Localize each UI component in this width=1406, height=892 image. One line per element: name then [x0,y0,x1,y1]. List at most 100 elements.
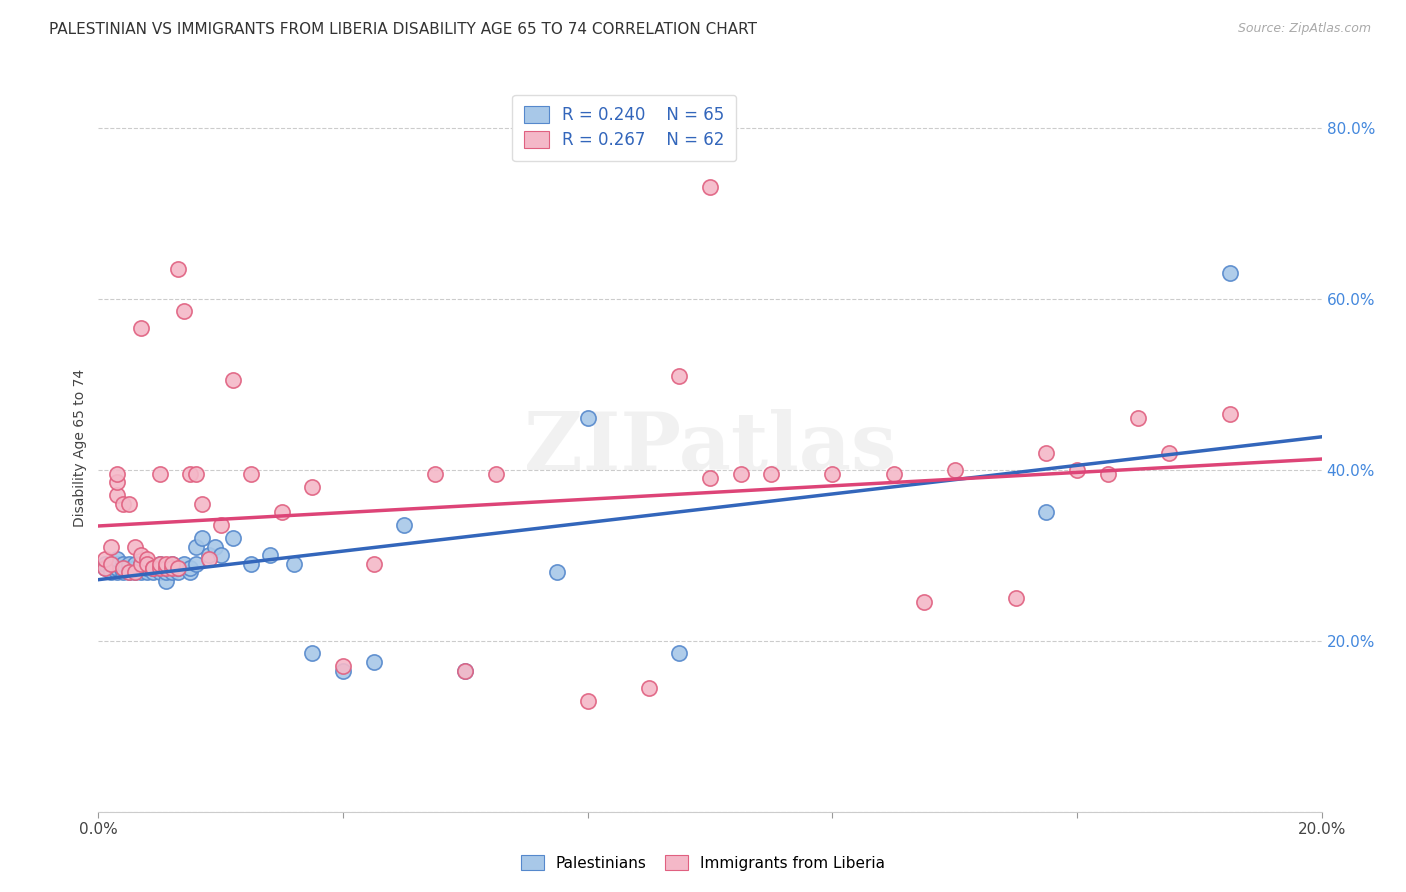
Point [179,561,201,575]
Point [485,467,508,481]
Point [392,518,416,533]
Point [136,561,159,575]
Point [912,595,935,609]
Point [142,566,165,580]
Point [1219,266,1241,280]
Point [111,561,134,575]
Point [186,467,208,481]
Point [576,411,599,425]
Point [173,557,195,571]
Point [100,566,122,580]
Point [155,574,177,588]
Legend: R = 0.240    N = 65, R = 0.267    N = 62: R = 0.240 N = 65, R = 0.267 N = 62 [512,95,737,161]
Y-axis label: Disability Age 65 to 74: Disability Age 65 to 74 [73,369,87,527]
Point [105,488,128,502]
Point [124,561,146,575]
Point [1066,462,1088,476]
Point [576,693,599,707]
Point [100,561,122,575]
Point [423,467,446,481]
Point [167,561,190,575]
Point [883,467,905,481]
Point [105,557,128,571]
Point [173,304,195,318]
Point [699,180,721,194]
Point [155,561,177,575]
Point [363,655,385,669]
Point [197,552,219,566]
Legend: Palestinians, Immigrants from Liberia: Palestinians, Immigrants from Liberia [512,846,894,880]
Point [129,548,152,562]
Point [136,566,159,580]
Point [129,566,152,580]
Point [105,561,128,575]
Point [142,561,165,575]
Point [191,497,214,511]
Point [821,467,844,481]
Point [155,557,177,571]
Point [179,566,201,580]
Point [124,540,146,554]
Point [124,557,146,571]
Point [1128,411,1150,425]
Point [209,518,232,533]
Point [240,467,263,481]
Point [100,557,122,571]
Point [111,497,134,511]
Point [142,561,165,575]
Point [1157,445,1180,459]
Point [160,561,183,575]
Point [149,561,172,575]
Point [1035,445,1057,459]
Point [454,664,477,678]
Point [332,659,354,673]
Point [105,552,128,566]
Point [136,557,159,571]
Point [118,566,141,580]
Point [167,561,190,575]
Point [142,561,165,575]
Point [191,531,214,545]
Point [167,261,190,276]
Point [668,647,690,661]
Point [105,561,128,575]
Point [111,566,134,580]
Point [105,475,128,490]
Point [1097,467,1119,481]
Point [699,471,721,485]
Point [93,561,115,575]
Point [363,557,385,571]
Point [149,467,172,481]
Point [111,557,134,571]
Point [943,462,966,476]
Point [118,566,141,580]
Point [142,561,165,575]
Point [129,557,152,571]
Point [124,566,146,580]
Point [105,467,128,481]
Point [167,566,190,580]
Point [100,540,122,554]
Point [1035,505,1057,519]
Point [111,561,134,575]
Point [118,497,141,511]
Point [149,561,172,575]
Point [240,557,263,571]
Point [118,561,141,575]
Point [160,557,183,571]
Point [301,647,323,661]
Point [155,566,177,580]
Point [149,557,172,571]
Point [759,467,782,481]
Point [204,540,226,554]
Point [1004,591,1026,605]
Point [136,552,159,566]
Point [332,664,354,678]
Point [155,561,177,575]
Text: ZIPatlas: ZIPatlas [524,409,896,487]
Point [259,548,281,562]
Point [129,561,152,575]
Point [730,467,752,481]
Point [124,566,146,580]
Text: Source: ZipAtlas.com: Source: ZipAtlas.com [1237,22,1371,36]
